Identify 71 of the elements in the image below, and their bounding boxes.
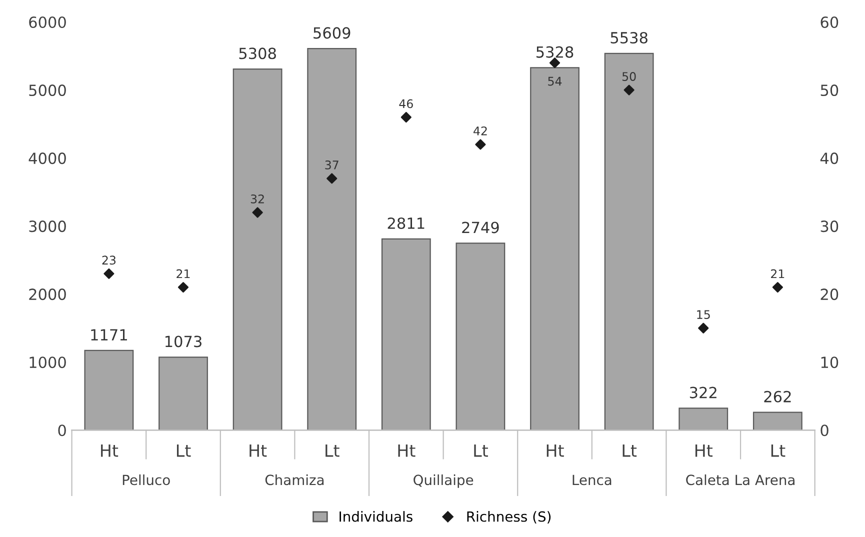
- y-tick-label: 0: [58, 424, 66, 436]
- text: Lenca: [572, 474, 612, 486]
- bar: [307, 48, 357, 430]
- data-label: 2749: [462, 222, 499, 234]
- point: [178, 282, 189, 293]
- text: Pelluco: [122, 474, 170, 486]
- legend-label: Richness (S): [467, 511, 551, 524]
- data-label: 322: [690, 386, 716, 398]
- legend-label: Individuals: [340, 511, 412, 522]
- x-tick-label: Ht: [398, 444, 416, 457]
- point: [698, 322, 709, 334]
- data-label: 262: [764, 390, 791, 402]
- point: [326, 173, 338, 184]
- y2-tick-label: 60: [820, 16, 838, 28]
- x-tick-label: Ht: [546, 444, 564, 457]
- data-label: 46: [399, 99, 413, 108]
- data-label: 37: [325, 160, 338, 170]
- point: [475, 139, 486, 150]
- x-tick-label: Lt: [176, 444, 191, 457]
- y2-tick-label: 0: [820, 424, 828, 436]
- y2-tick-label: 30: [820, 220, 838, 232]
- point: [549, 58, 560, 68]
- y-tick-label: 4000: [28, 152, 66, 164]
- data-label: 5328: [536, 46, 574, 58]
- data-label: 15: [697, 310, 710, 320]
- data-label: 1073: [165, 336, 202, 348]
- data-label: 50: [622, 72, 636, 81]
- data-label: 5609: [314, 27, 350, 39]
- data-label: 21: [771, 269, 784, 278]
- data-label: 2811: [388, 217, 424, 230]
- bar: [530, 67, 580, 430]
- bar: [158, 356, 208, 430]
- x-tick-label: Ht: [250, 444, 267, 457]
- point: [772, 282, 783, 293]
- data-label: 1171: [91, 329, 127, 340]
- bar: [232, 68, 282, 430]
- bar: [84, 350, 134, 430]
- y-tick-label: 5000: [29, 84, 66, 96]
- x-tick-label: Lt: [622, 444, 637, 457]
- text: Quillaipe: [414, 474, 474, 488]
- y-tick-label: 3000: [29, 220, 66, 232]
- data-label: 32: [250, 194, 264, 204]
- y-tick-label: 1000: [30, 356, 66, 368]
- data-label: 54: [548, 76, 562, 86]
- data-label: 5538: [610, 32, 648, 44]
- bar: [678, 408, 728, 430]
- point: [252, 207, 263, 218]
- data-label: 21: [176, 269, 190, 278]
- data-label: 5308: [239, 48, 276, 60]
- x-tick-label: Ht: [695, 444, 713, 457]
- bar: [381, 238, 431, 430]
- data-label: 23: [102, 256, 116, 265]
- bar: [604, 52, 654, 430]
- data-label: 42: [474, 126, 487, 136]
- x-tick-label: Lt: [474, 444, 488, 457]
- y2-tick-label: 20: [820, 288, 838, 300]
- x-tick-label: Ht: [101, 444, 118, 457]
- y-tick-label: 2000: [29, 288, 66, 300]
- bar: [752, 412, 802, 430]
- y2-tick-label: 50: [820, 84, 838, 96]
- x-tick-label: Lt: [771, 444, 786, 457]
- point: [624, 84, 634, 96]
- text: Chamiza: [265, 474, 324, 486]
- y2-tick-label: 40: [820, 152, 838, 164]
- bar: [456, 242, 506, 430]
- y2-tick-label: 10: [821, 356, 838, 368]
- y-tick-label: 6000: [29, 16, 66, 28]
- x-tick-label: Lt: [326, 444, 340, 457]
- point: [400, 112, 412, 123]
- text: Caleta La Arena: [686, 474, 794, 486]
- point: [104, 268, 114, 279]
